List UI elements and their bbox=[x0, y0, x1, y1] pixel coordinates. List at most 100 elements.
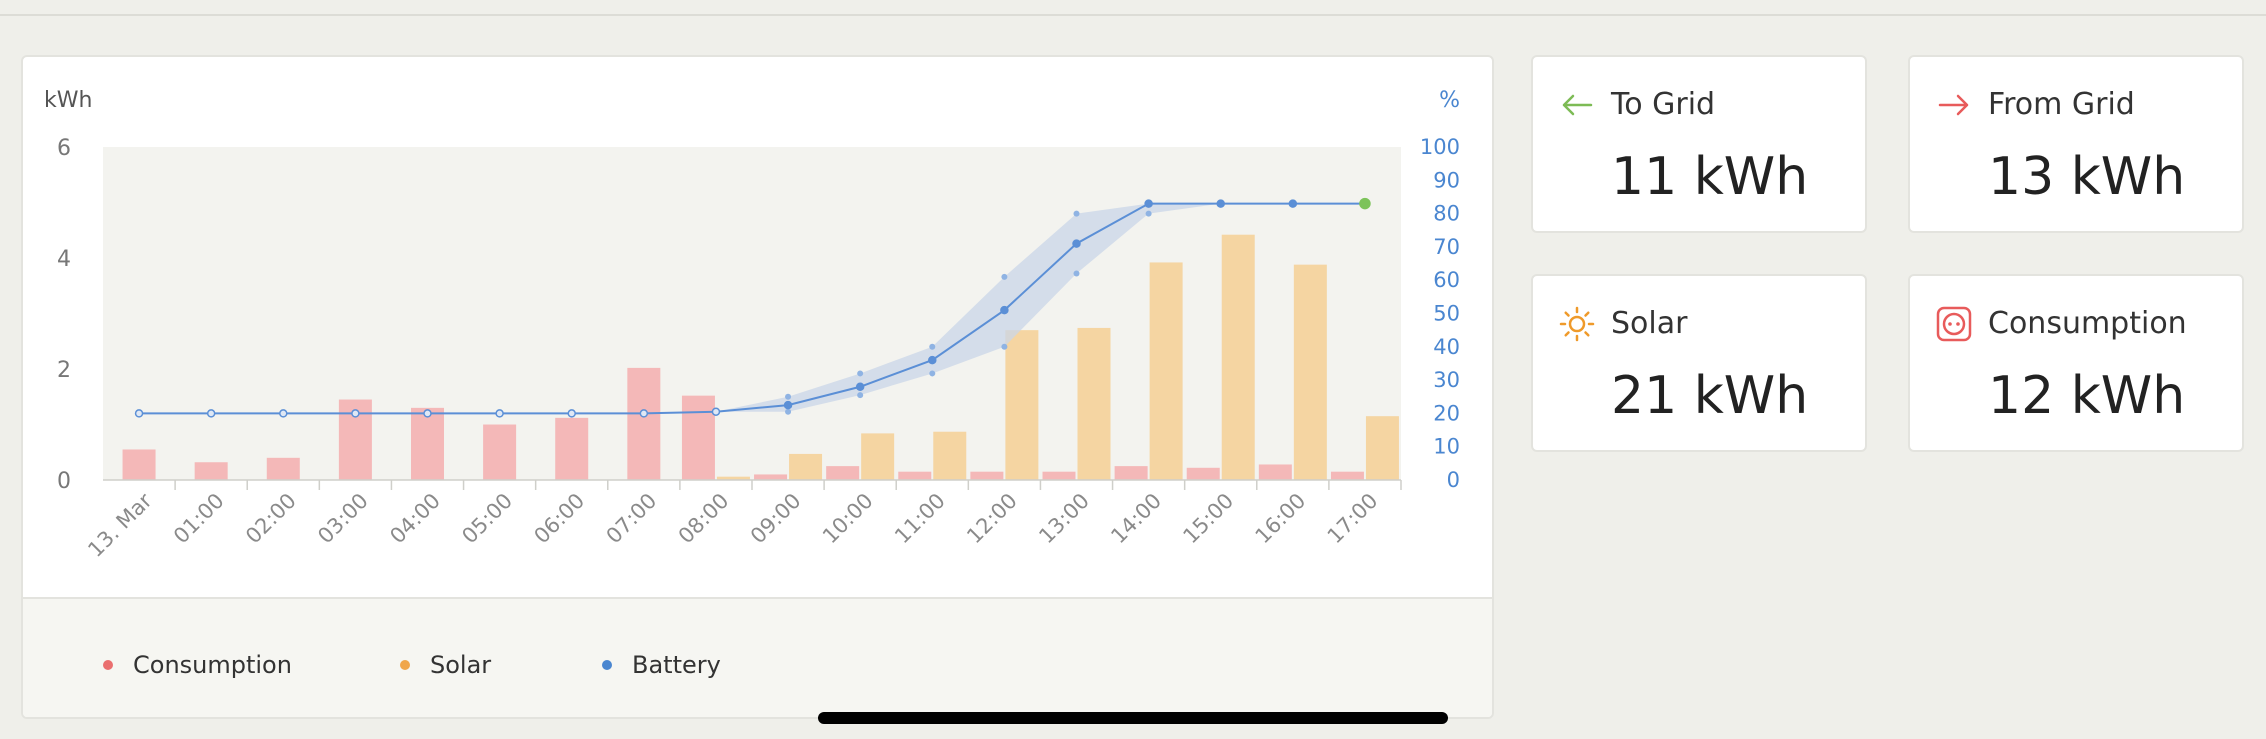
consumption-bar bbox=[970, 471, 1004, 480]
solar-label: Solar bbox=[1611, 306, 1688, 341]
consumption-bar bbox=[1042, 471, 1076, 480]
to-grid-value: 11 kWh bbox=[1611, 147, 1809, 207]
consumption-bar bbox=[681, 395, 715, 480]
consumption-bar bbox=[898, 471, 932, 480]
x-tick-label: 12:00 bbox=[962, 489, 1022, 549]
x-tick-label: 14:00 bbox=[1106, 489, 1166, 549]
battery-point bbox=[711, 407, 721, 416]
right-tick-label: 0 bbox=[1447, 468, 1460, 492]
from-grid-value: 13 kWh bbox=[1988, 147, 2186, 207]
consumption-bar bbox=[1258, 464, 1292, 480]
solar-bar bbox=[1077, 327, 1111, 480]
battery-point bbox=[783, 400, 793, 410]
consumption-value: 12 kWh bbox=[1988, 366, 2186, 426]
to-grid-label: To Grid bbox=[1611, 87, 1716, 122]
battery-band-marker bbox=[785, 393, 792, 400]
solar-bar bbox=[861, 433, 895, 480]
consumption-bar bbox=[826, 466, 860, 480]
consumption-bar bbox=[411, 407, 444, 480]
consumption-card[interactable]: Consumption 12 kWh bbox=[1908, 274, 2244, 452]
battery-point bbox=[567, 409, 576, 418]
x-tick-label: 11:00 bbox=[890, 489, 950, 549]
from-grid-label: From Grid bbox=[1988, 87, 2135, 122]
legend-battery[interactable]: Battery bbox=[602, 651, 721, 679]
x-tick-label: 07:00 bbox=[602, 489, 662, 549]
right-tick-label: 20 bbox=[1433, 401, 1460, 425]
legend-solar[interactable]: Solar bbox=[400, 651, 491, 679]
battery-point bbox=[351, 409, 360, 418]
legend-battery-dot bbox=[602, 660, 612, 670]
solar-bar bbox=[716, 476, 750, 480]
legend-solar-label: Solar bbox=[430, 651, 492, 679]
battery-point bbox=[1288, 199, 1298, 208]
battery-point bbox=[1072, 239, 1081, 248]
right-tick-label: 50 bbox=[1433, 302, 1460, 326]
legend-consumption[interactable]: Consumption bbox=[103, 651, 292, 679]
x-tick-label: 08:00 bbox=[674, 489, 734, 549]
arrow-right-icon bbox=[1938, 94, 1969, 116]
consumption-bar bbox=[1186, 467, 1220, 480]
battery-point bbox=[495, 409, 504, 418]
arrow-left-icon bbox=[1562, 94, 1593, 116]
x-tick-label: 10:00 bbox=[818, 489, 878, 549]
battery-line bbox=[139, 202, 1365, 415]
x-tick-label: 13. Mar bbox=[83, 488, 157, 562]
consumption-bar bbox=[754, 474, 788, 480]
x-tick-label: 03:00 bbox=[313, 489, 373, 549]
from-grid-card[interactable]: From Grid 13 kWh bbox=[1908, 55, 2244, 233]
consumption-bar bbox=[1114, 466, 1148, 480]
right-tick-label: 40 bbox=[1433, 335, 1460, 359]
left-tick-label: 4 bbox=[57, 247, 71, 272]
consumption-bar bbox=[266, 457, 300, 480]
solar-bar bbox=[933, 431, 967, 480]
battery-point bbox=[1144, 199, 1153, 208]
battery-point bbox=[639, 409, 649, 418]
battery-band-marker bbox=[1145, 210, 1152, 217]
battery-point bbox=[1000, 305, 1009, 315]
right-tick-label: 90 bbox=[1433, 168, 1460, 192]
solar-value: 21 kWh bbox=[1611, 366, 1809, 426]
energy-chart-card: kWh% 0 2 4 6 0 10 20 30 40 50 60 70 80 90 100 13. Mar 01:… bbox=[21, 55, 1494, 719]
left-tick-label: 0 bbox=[57, 469, 71, 494]
legend-battery-label: Battery bbox=[632, 651, 721, 679]
battery-range-band bbox=[139, 203, 1365, 414]
solar-bar bbox=[1365, 416, 1399, 480]
battery-band-marker bbox=[1001, 343, 1008, 350]
x-tick-label: 15:00 bbox=[1178, 489, 1238, 549]
battery-point bbox=[423, 409, 432, 418]
battery-point bbox=[1216, 199, 1225, 208]
consumption-bar bbox=[194, 462, 228, 480]
to-grid-card[interactable]: To Grid 11 kWh bbox=[1531, 55, 1867, 233]
legend-consumption-dot bbox=[103, 660, 113, 670]
battery-point bbox=[279, 409, 288, 418]
right-tick-label: 60 bbox=[1433, 268, 1460, 292]
right-tick-label: 30 bbox=[1433, 368, 1460, 392]
sun-icon bbox=[1559, 306, 1595, 342]
legend-solar-dot bbox=[400, 660, 410, 670]
battery-band-marker bbox=[785, 408, 792, 415]
x-tick-label: 13:00 bbox=[1034, 489, 1094, 549]
solar-bar bbox=[1005, 330, 1039, 480]
left-tick-label: 2 bbox=[57, 358, 71, 383]
consumption-label: Consumption bbox=[1988, 306, 2187, 341]
solar-card[interactable]: Solar 21 kWh bbox=[1531, 274, 1867, 452]
x-tick-label: 05:00 bbox=[457, 489, 517, 549]
battery-point bbox=[1359, 197, 1371, 210]
socket-icon bbox=[1936, 306, 1972, 342]
right-tick-label: 70 bbox=[1433, 235, 1460, 259]
top-divider bbox=[0, 14, 2266, 16]
battery-band-marker bbox=[1073, 270, 1080, 277]
solar-bar bbox=[1149, 262, 1183, 480]
battery-band-marker bbox=[1001, 273, 1008, 280]
x-tick-label: 04:00 bbox=[385, 489, 445, 549]
home-indicator[interactable] bbox=[818, 712, 1448, 724]
right-tick-label: 10 bbox=[1433, 435, 1460, 459]
x-tick-label: 02:00 bbox=[241, 489, 301, 549]
battery-band-marker bbox=[929, 370, 936, 377]
solar-bar bbox=[1293, 264, 1327, 480]
chart-legend: Consumption Solar Battery bbox=[23, 597, 1492, 717]
battery-point bbox=[928, 355, 937, 365]
solar-bar bbox=[1221, 234, 1255, 480]
left-tick-label: 6 bbox=[57, 136, 71, 161]
